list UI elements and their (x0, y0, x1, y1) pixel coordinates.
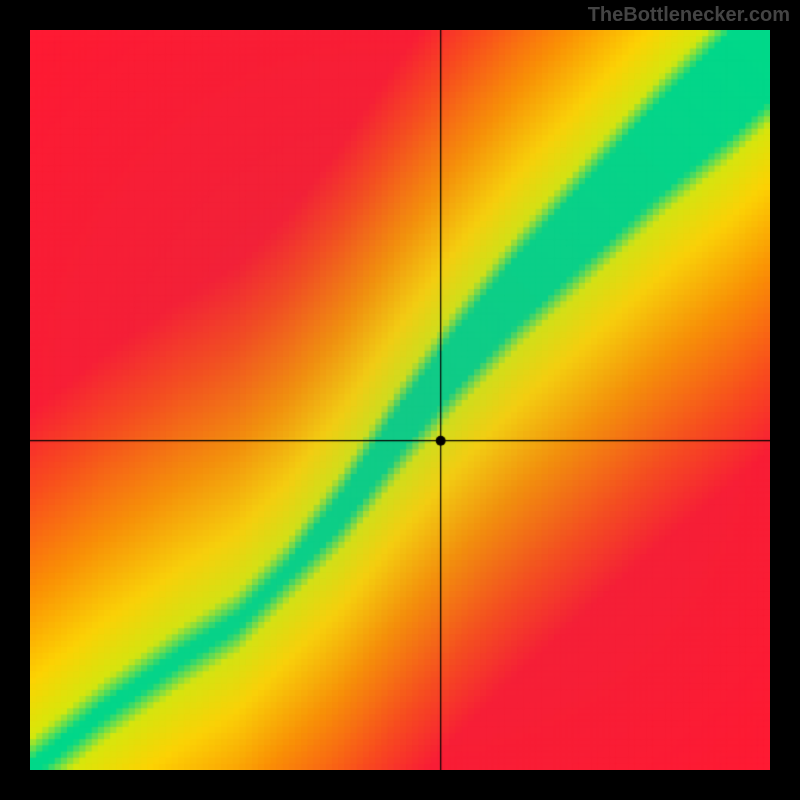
bottleneck-heatmap (30, 30, 770, 770)
heatmap-frame (30, 30, 770, 770)
watermark-text: TheBottlenecker.com (588, 4, 790, 27)
